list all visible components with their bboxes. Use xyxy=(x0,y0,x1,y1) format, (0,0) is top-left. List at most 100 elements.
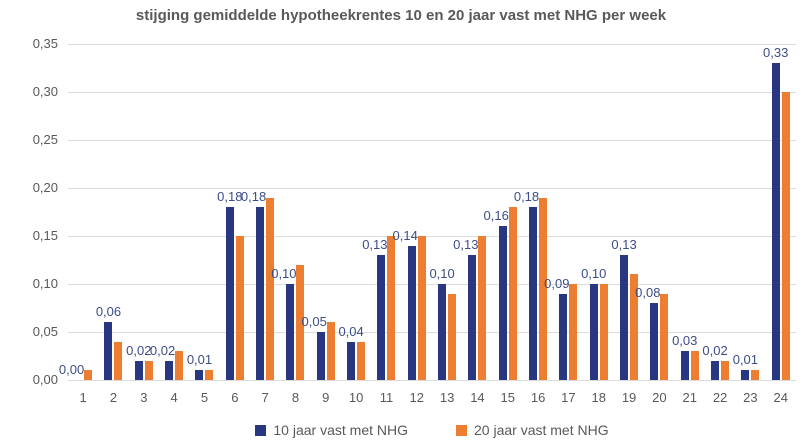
bar-groups: 0,00 1 0,06 2 0,02 3 0,02 4 0,01 5 0,18 6 0,18 7 0,10 8… xyxy=(59,44,796,405)
legend-label-20-jaar: 20 jaar vast met NHG xyxy=(474,422,609,438)
x-tick-label: 16 xyxy=(530,390,546,405)
bar-group-week-10: 0,04 10 xyxy=(338,44,371,405)
bar-10-jaar xyxy=(620,255,629,380)
bar-value-label: 0,08 xyxy=(635,285,661,300)
x-tick-label: 7 xyxy=(261,390,269,405)
bar-10-jaar xyxy=(347,342,356,380)
bar-value-label: 0,13 xyxy=(453,237,479,252)
x-tick-label: 3 xyxy=(140,390,148,405)
bar-value-label: 0,03 xyxy=(672,333,698,348)
gridline xyxy=(68,284,796,285)
bar-value-label: 0,33 xyxy=(763,45,789,60)
bar-group-week-1: 0,00 1 xyxy=(59,44,98,405)
bar-value-label: 0,01 xyxy=(186,352,213,367)
y-tick-label: 0,30 xyxy=(32,84,58,99)
x-tick-label: 24 xyxy=(773,390,788,405)
bar-10-jaar xyxy=(286,284,295,380)
gridline xyxy=(68,44,796,45)
bar-value-label: 0,14 xyxy=(392,228,418,243)
x-tick-label: 8 xyxy=(291,390,300,405)
x-tick-label: 1 xyxy=(79,390,87,405)
bar-20-jaar xyxy=(266,198,275,380)
bar-value-label: 0,09 xyxy=(544,276,570,291)
bar-value-label: 0,13 xyxy=(611,237,637,252)
bar-10-jaar xyxy=(134,361,143,380)
bar-10-jaar xyxy=(225,207,234,380)
bar-group-week-6: 0,18 6 xyxy=(217,44,250,405)
bar-10-jaar xyxy=(711,361,720,380)
bar-20-jaar xyxy=(417,236,426,380)
bar-group-week-8: 0,10 8 xyxy=(271,44,310,405)
bar-20-jaar xyxy=(539,198,548,380)
bar-10-jaar xyxy=(256,207,265,380)
chart-title: stijging gemiddelde hypotheekrentes 10 e… xyxy=(135,7,667,24)
bar-20-jaar xyxy=(357,342,366,380)
bar-20-jaar xyxy=(630,274,639,380)
x-tick-label: 9 xyxy=(322,390,330,405)
bar-group-week-4: 0,02 4 xyxy=(150,44,189,405)
bar-group-week-11: 0,13 11 xyxy=(362,44,401,405)
gridline xyxy=(68,92,796,93)
bar-10-jaar xyxy=(498,226,507,380)
bar-20-jaar xyxy=(781,92,790,380)
bar-20-jaar xyxy=(599,284,608,380)
bar-10-jaar xyxy=(195,370,204,380)
bar-value-label: 0,04 xyxy=(338,324,364,339)
bar-value-label: 0,00 xyxy=(58,362,85,377)
bar-value-label: 0,18 xyxy=(240,189,267,204)
legend-item-20-jaar: 20 jaar vast met NHG xyxy=(456,422,609,438)
legend-swatch-20-jaar-icon xyxy=(456,424,467,436)
bar-10-jaar xyxy=(771,63,780,380)
bar-value-label: 0,02 xyxy=(126,343,152,358)
bar-value-label: 0,01 xyxy=(732,352,759,367)
bar-value-label: 0,18 xyxy=(217,189,243,204)
bar-group-week-7: 0,18 7 xyxy=(241,44,280,405)
bar-group-week-20: 0,08 20 xyxy=(635,44,674,405)
legend-item-10-jaar: 10 jaar vast met NHG xyxy=(255,422,408,438)
bar-group-week-17: 0,09 17 xyxy=(544,44,583,405)
legend-label-10-jaar: 10 jaar vast met NHG xyxy=(273,422,408,438)
gridline xyxy=(68,380,796,381)
x-tick-label: 5 xyxy=(200,390,209,405)
bar-20-jaar xyxy=(175,351,184,380)
bar-10-jaar xyxy=(741,370,750,380)
bar-group-week-18: 0,10 18 xyxy=(581,44,614,405)
bar-10-jaar xyxy=(407,246,416,380)
x-tick-label: 23 xyxy=(743,390,758,405)
gridline xyxy=(68,332,796,333)
x-tick-label: 18 xyxy=(591,390,606,405)
bar-10-jaar xyxy=(165,361,174,380)
bar-group-week-22: 0,02 22 xyxy=(702,44,735,405)
bar-10-jaar xyxy=(377,255,386,380)
bar-10-jaar xyxy=(468,255,477,380)
y-tick-label: 0,15 xyxy=(32,228,58,243)
x-tick-label: 20 xyxy=(652,390,667,405)
bar-group-week-19: 0,13 19 xyxy=(611,44,644,405)
legend-swatch-10-jaar-icon xyxy=(255,424,267,436)
bar-10-jaar xyxy=(438,284,447,380)
bar-10-jaar xyxy=(650,303,659,380)
bar-10-jaar xyxy=(589,284,598,380)
bar-group-week-5: 0,01 5 xyxy=(186,44,219,405)
gridline xyxy=(68,236,796,237)
bar-20-jaar xyxy=(569,284,578,380)
bar-value-label: 0,10 xyxy=(429,266,455,281)
bar-20-jaar xyxy=(721,361,730,380)
y-tick-label: 0,20 xyxy=(32,180,58,195)
bar-20-jaar xyxy=(84,370,93,380)
x-tick-label: 13 xyxy=(439,390,455,405)
y-tick-label: 0,35 xyxy=(32,36,58,51)
y-tick-label: 0,25 xyxy=(32,132,58,147)
bar-10-jaar xyxy=(316,332,325,380)
legend: 10 jaar vast met NHG 20 jaar vast met NH… xyxy=(68,420,796,440)
x-tick-label: 6 xyxy=(231,390,239,405)
bar-group-week-13: 0,10 13 xyxy=(429,44,462,405)
x-tick-label: 21 xyxy=(682,390,697,405)
bar-value-label: 0,10 xyxy=(271,266,297,281)
bar-group-week-15: 0,16 15 xyxy=(484,44,523,405)
x-tick-label: 22 xyxy=(712,390,728,405)
x-tick-label: 4 xyxy=(170,390,178,405)
bar-20-jaar xyxy=(235,236,244,380)
bar-group-week-2: 0,06 2 xyxy=(96,44,128,405)
bar-20-jaar xyxy=(205,370,214,380)
